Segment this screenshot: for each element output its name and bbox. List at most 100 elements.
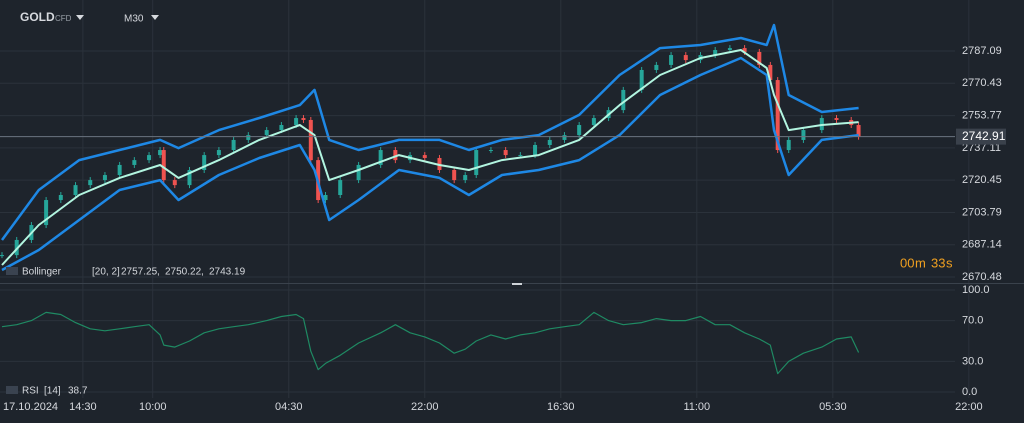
candle [669, 55, 674, 65]
indicator-params: [20, 2] [92, 267, 120, 278]
candle [621, 89, 626, 111]
indicator-name: RSI [22, 386, 39, 397]
y-tick-label: 0.0 [962, 386, 977, 398]
candle [102, 175, 107, 181]
candle [279, 125, 284, 131]
symbol-kind: CFD [55, 14, 72, 23]
timeframe[interactable]: M30 [124, 14, 144, 25]
candle [591, 118, 596, 126]
candle [216, 150, 221, 156]
y-tick-label: 70.0 [962, 315, 983, 327]
candle [356, 164, 361, 181]
y-tick-label: 2720.45 [962, 174, 1002, 186]
y-tick-label: 2753.77 [962, 109, 1002, 121]
candle [727, 48, 732, 51]
candle [518, 155, 523, 157]
candle [301, 118, 306, 120]
x-tick-label: 16:30 [547, 401, 575, 413]
candle [378, 150, 383, 165]
last-price-box [956, 128, 1006, 145]
indicator-icon[interactable] [6, 267, 18, 275]
indicator-value: 38.7 [68, 386, 88, 397]
candle [117, 164, 122, 176]
countdown-unit: s [946, 255, 953, 270]
candle [264, 130, 269, 136]
x-tick-label: 04:30 [275, 401, 303, 413]
candle [547, 139, 552, 145]
candle [231, 139, 236, 151]
candle [158, 150, 163, 156]
candle [132, 160, 137, 165]
candle [742, 48, 747, 52]
indicator-name: Bollinger [22, 267, 62, 278]
candle [801, 130, 806, 140]
pane-handle[interactable] [512, 283, 522, 285]
x-tick-label: 22:00 [411, 401, 439, 413]
indicator-params: [14] [44, 386, 61, 397]
bollinger-lower [1, 56, 859, 272]
candle [713, 50, 718, 56]
y-tick-label: 2770.43 [962, 77, 1002, 89]
y-tick-label: 2670.48 [962, 271, 1002, 283]
candle [503, 150, 508, 156]
rsi-legend: RSI [14] 38.7 [6, 386, 88, 397]
legend-value: 2750.22 [165, 267, 202, 278]
candle [834, 118, 839, 120]
x-tick-label: 14:30 [69, 401, 97, 413]
candle [757, 51, 762, 65]
candle [161, 150, 166, 181]
symbol-selector[interactable]: GOLD CFD [20, 10, 84, 24]
candle [488, 150, 493, 152]
candle [147, 155, 152, 161]
symbol[interactable]: GOLD [20, 10, 55, 24]
candle [246, 135, 251, 140]
candle [775, 80, 780, 151]
candle [463, 175, 468, 181]
candle [202, 155, 207, 170]
candle [393, 150, 398, 161]
candle [683, 55, 688, 61]
candle [786, 139, 791, 151]
indicator-icon[interactable] [6, 386, 18, 394]
candle [14, 239, 19, 256]
axis-labels: 2787.09 2770.43 2753.77 2737.11 2720.45 2703.… [69, 45, 1006, 413]
legend-value: 2743.19 [209, 267, 246, 278]
countdown-unit: m [915, 255, 926, 270]
candle [294, 118, 299, 126]
legend-value: 2757.25 [121, 267, 158, 278]
x-tick-label: 22:00 [955, 401, 983, 413]
candle [187, 169, 192, 186]
candle [654, 64, 659, 70]
last-price-label: 2742.91 [962, 129, 1006, 143]
candle [0, 255, 4, 257]
dropdown-arrow[interactable] [151, 15, 159, 20]
candle [562, 135, 567, 140]
candle [856, 125, 861, 137]
candle [533, 144, 538, 156]
candle [639, 69, 644, 90]
y-tick-label: 2687.14 [962, 239, 1002, 251]
candle [338, 180, 343, 195]
x-tick-label: 10:00 [139, 401, 167, 413]
bollinger-legend: Bollinger [20, 2] 2757.25 , 2750.22 , 27… [6, 267, 246, 278]
y-tick-label: 2787.09 [962, 45, 1002, 57]
rsi-line [1, 311, 860, 375]
x-tick-label: 11:00 [683, 401, 710, 413]
candle [73, 185, 78, 195]
timeframe-selector[interactable]: M30 [124, 14, 159, 25]
countdown-minutes: 00 [900, 255, 914, 270]
bollinger-middle [1, 49, 859, 266]
plot [0, 23, 955, 375]
candle [172, 180, 177, 186]
candle [88, 180, 93, 186]
dropdown-arrow[interactable] [76, 15, 84, 20]
y-tick-label: 2737.11 [962, 142, 1001, 154]
y-tick-label: 2703.79 [962, 206, 1002, 218]
date-label: 17.10.2024 [3, 401, 58, 413]
candle [474, 150, 479, 176]
candle [323, 194, 328, 201]
candle [577, 125, 582, 136]
